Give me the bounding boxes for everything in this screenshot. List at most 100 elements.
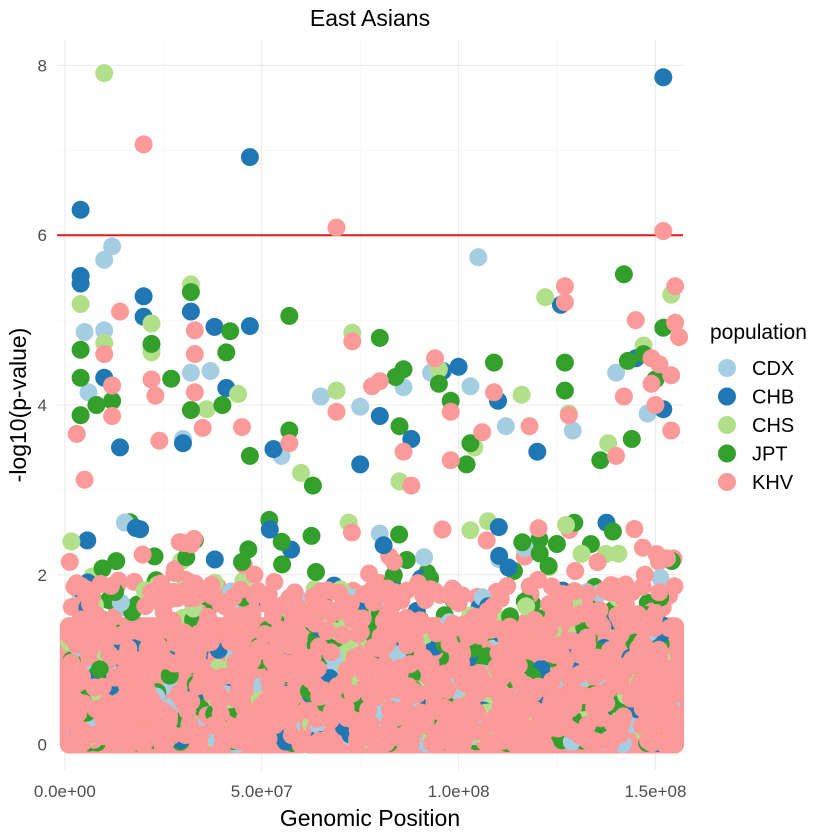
- dense-point: [263, 651, 281, 670]
- dense-point: [635, 666, 653, 685]
- dense-point: [646, 604, 665, 622]
- dense-point: [302, 526, 321, 545]
- dense-point: [662, 722, 681, 741]
- dense-point: [170, 683, 188, 702]
- dense-point: [658, 549, 676, 568]
- dense-point: [360, 564, 379, 583]
- point-khv: [666, 313, 685, 332]
- dense-point: [165, 560, 184, 579]
- dense-point: [578, 584, 597, 603]
- dense-point: [348, 729, 367, 748]
- point-khv: [185, 383, 204, 402]
- dense-point: [343, 610, 362, 629]
- point-chs: [95, 64, 114, 83]
- dense-point: [624, 605, 643, 624]
- chart-title: East Asians: [310, 5, 430, 31]
- dense-point: [310, 687, 329, 706]
- dense-point: [260, 520, 279, 539]
- point-jpt: [213, 396, 232, 414]
- dense-point: [201, 682, 220, 701]
- dense-point: [252, 696, 271, 715]
- dense-point: [563, 721, 582, 740]
- legend-key-cdx: [718, 359, 736, 377]
- dense-point: [542, 700, 561, 718]
- dense-point: [217, 721, 236, 740]
- dense-point: [557, 516, 575, 534]
- dense-point: [487, 658, 506, 677]
- dense-point: [414, 716, 433, 735]
- dense-point: [282, 726, 301, 745]
- point-chb: [240, 148, 259, 167]
- dense-point: [491, 698, 510, 717]
- point-cdx: [181, 363, 200, 382]
- dense-points-region: [59, 510, 685, 754]
- dense-point: [342, 523, 361, 542]
- dense-point: [200, 667, 219, 686]
- y-tick-label: 0: [38, 736, 47, 755]
- dense-point: [239, 658, 258, 677]
- dense-point: [231, 580, 250, 599]
- point-khv: [555, 293, 574, 312]
- point-chb: [71, 274, 90, 293]
- dense-point: [489, 644, 508, 663]
- dense-point: [60, 552, 79, 571]
- dense-point: [116, 623, 135, 642]
- point-cdx: [95, 321, 114, 340]
- dense-point: [572, 544, 591, 563]
- dense-point: [498, 577, 517, 596]
- dense-point: [601, 583, 620, 602]
- dense-point: [641, 712, 660, 731]
- legend-label-cdx: CDX: [752, 358, 794, 380]
- dense-point: [234, 698, 253, 717]
- point-chs: [71, 295, 90, 313]
- y-tick-label: 8: [38, 56, 47, 75]
- point-khv: [146, 386, 165, 405]
- point-cdx: [563, 421, 582, 440]
- point-cdx: [351, 397, 370, 416]
- dense-point: [426, 582, 444, 601]
- dense-point: [500, 630, 519, 649]
- point-jpt: [622, 430, 641, 448]
- dense-point: [397, 581, 416, 600]
- point-jpt: [87, 396, 106, 414]
- point-chb: [205, 317, 224, 336]
- dense-point: [211, 705, 230, 723]
- dense-point: [577, 726, 596, 745]
- point-jpt: [618, 351, 637, 370]
- y-axis-ticks: 0 2 4 6 8: [38, 56, 47, 754]
- point-jpt: [370, 328, 389, 347]
- dense-point: [217, 593, 236, 611]
- dense-point: [590, 656, 609, 675]
- dense-point: [285, 583, 304, 602]
- point-chs: [197, 400, 216, 419]
- point-khv: [441, 451, 460, 470]
- dense-point: [445, 660, 464, 679]
- dense-point: [235, 681, 254, 700]
- point-khv: [185, 345, 204, 364]
- y-tick-label: 2: [38, 566, 47, 585]
- point-jpt: [461, 434, 480, 453]
- point-cdx: [95, 250, 114, 269]
- dense-point: [303, 648, 322, 667]
- point-jpt: [280, 306, 299, 325]
- dense-point: [364, 638, 383, 657]
- dense-point: [390, 525, 409, 544]
- dense-point: [625, 520, 644, 538]
- dense-point: [660, 619, 679, 638]
- point-khv: [520, 417, 539, 436]
- dense-point: [349, 625, 368, 644]
- point-khv: [626, 311, 645, 330]
- legend-key-chs: [718, 416, 736, 434]
- point-jpt: [429, 374, 448, 393]
- dense-point: [119, 639, 138, 658]
- dense-point: [222, 666, 241, 685]
- x-tick-label: 0.0e+00: [34, 782, 96, 801]
- dense-point: [273, 555, 292, 574]
- dense-point: [657, 690, 676, 709]
- dense-point: [318, 730, 337, 749]
- dense-point: [433, 520, 452, 539]
- dense-point: [635, 637, 654, 656]
- dense-point: [283, 610, 302, 628]
- dense-point: [147, 588, 166, 607]
